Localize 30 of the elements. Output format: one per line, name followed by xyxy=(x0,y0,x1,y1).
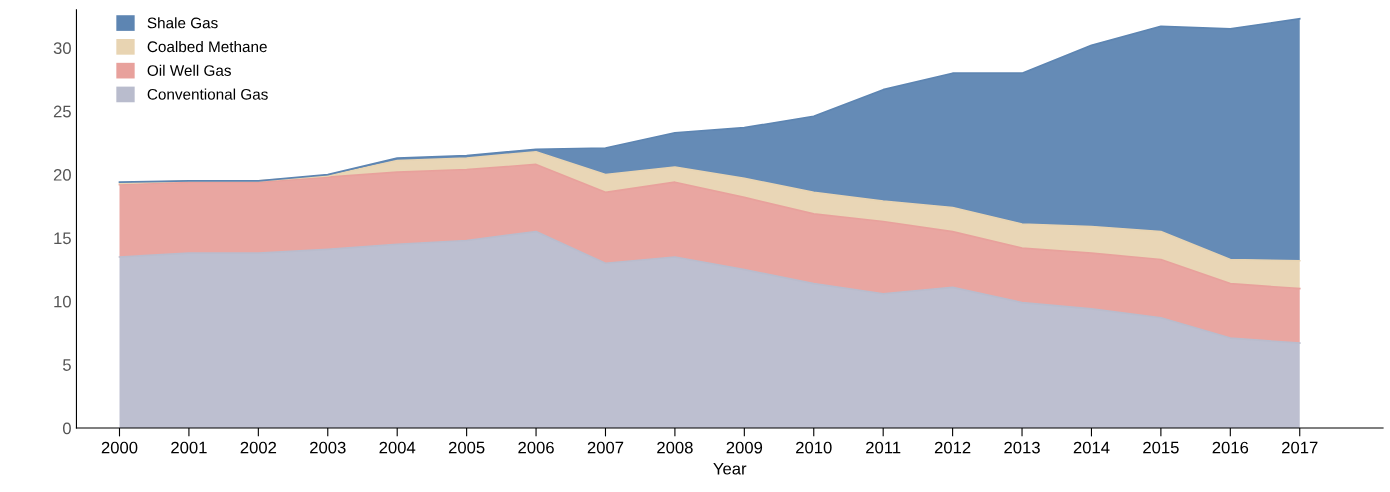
y-tick-label: 0 xyxy=(62,422,71,435)
x-tick-label: 2013 xyxy=(1004,441,1040,454)
x-tick-label: 2014 xyxy=(1073,441,1110,454)
legend-label: Oil Well Gas xyxy=(147,64,231,76)
x-tick-label: 2007 xyxy=(587,441,624,454)
x-tick-label: 2016 xyxy=(1212,441,1249,454)
x-tick-label: 2012 xyxy=(934,441,971,454)
y-tick-label: 20 xyxy=(53,168,71,181)
x-tick-label: 2011 xyxy=(866,441,901,454)
legend-label: Shale Gas xyxy=(147,17,218,29)
legend-label: Coalbed Methane xyxy=(147,40,267,53)
x-tick-label: 2001 xyxy=(171,441,207,454)
x-tick-label: 2008 xyxy=(657,441,693,454)
x-tick-label: 2003 xyxy=(310,441,346,454)
x-tick-label: 2017 xyxy=(1282,441,1318,454)
x-tick-label: 2009 xyxy=(726,441,763,454)
y-tick-label: 15 xyxy=(54,232,71,245)
y-tick-label: 5 xyxy=(62,359,71,371)
x-tick-label: 2000 xyxy=(101,441,138,454)
x-axis-title: Year xyxy=(713,462,747,475)
x-tick-label: 2015 xyxy=(1143,441,1179,454)
y-tick-label: 25 xyxy=(53,105,71,118)
y-tick-label: 30 xyxy=(53,42,71,55)
legend-label: Conventional Gas xyxy=(147,88,268,100)
x-tick-label: 2004 xyxy=(379,441,416,454)
x-tick-label: 2010 xyxy=(796,441,832,454)
y-tick-label: 10 xyxy=(54,295,71,308)
x-tick-label: 2006 xyxy=(518,441,554,454)
x-tick-label: 2005 xyxy=(448,441,485,454)
x-tick-label: 2002 xyxy=(240,441,277,454)
